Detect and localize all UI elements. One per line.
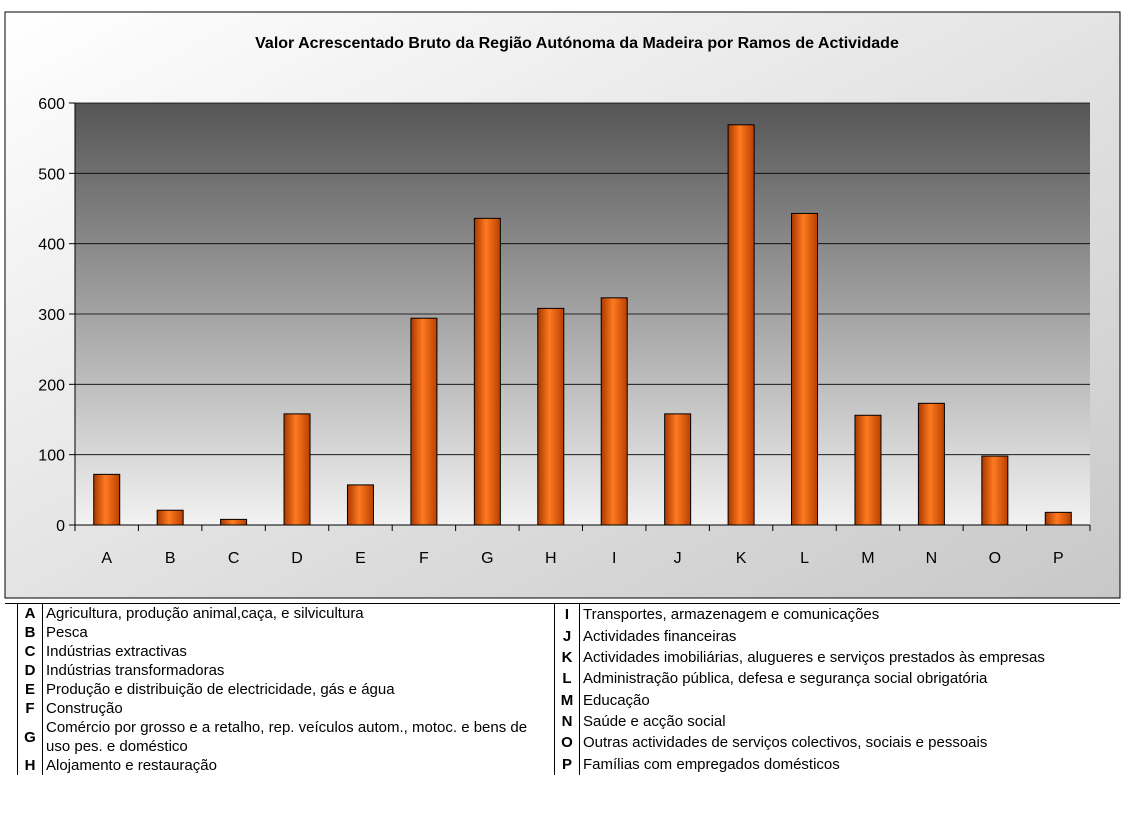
x-tick-label: L (800, 550, 809, 567)
legend-row: D Indústrias transformadoras (17, 661, 555, 680)
legend-row: B Pesca (17, 623, 555, 642)
x-tick-label: M (861, 550, 874, 567)
bar (93, 473, 121, 526)
x-tick-label: J (674, 550, 682, 567)
legend-right: I Transportes, armazenagem e comunicações… (555, 604, 1120, 775)
legend-row: C Indústrias extractivas (17, 642, 555, 661)
legend-text: Educação (583, 691, 650, 709)
bar (664, 413, 692, 526)
bar (537, 307, 565, 526)
legend-code: F (17, 699, 43, 718)
legend-table: A Agricultura, produção animal,caça, e si… (5, 603, 1120, 775)
legend-text: Pesca (46, 624, 88, 641)
legend-row: M Educação (555, 689, 1120, 711)
legend-code: O (555, 732, 580, 754)
x-tick-label: H (545, 550, 557, 567)
x-tick-label: B (165, 550, 176, 567)
bar (981, 455, 1009, 526)
legend-code: G (17, 718, 43, 756)
legend-code: M (555, 689, 580, 711)
legend-code: H (17, 756, 43, 775)
legend-text: Outras actividades de serviços colectivo… (583, 734, 988, 752)
legend-code: B (17, 623, 43, 642)
legend-code: D (17, 661, 43, 680)
x-tick-label: K (736, 550, 747, 567)
legend-code: C (17, 642, 43, 661)
legend-text: Actividades imobiliárias, alugueres e se… (583, 648, 1045, 666)
legend-row: L Administração pública, defesa e seguran… (555, 668, 1120, 690)
legend-row: H Alojamento e restauração (17, 756, 555, 775)
bar (156, 509, 184, 526)
legend-code: P (555, 753, 580, 775)
legend-text: Administração pública, defesa e seguranç… (583, 670, 988, 688)
bar (600, 297, 628, 526)
x-tick-label: O (989, 550, 1001, 567)
x-tick-label: C (228, 550, 240, 567)
bar (791, 212, 819, 526)
x-tick-label: D (291, 550, 303, 567)
legend-text: Produção e distribuição de electricidade… (46, 681, 395, 698)
legend-text: Transportes, armazenagem e comunicações (583, 606, 880, 624)
legend-text: Famílias com empregados domésticos (583, 755, 840, 773)
bar (727, 124, 755, 526)
y-tick-label: 600 (38, 96, 65, 113)
legend-row: K Actividades imobiliárias, alugueres e s… (555, 646, 1120, 669)
legend-left: A Agricultura, produção animal,caça, e si… (17, 604, 555, 775)
bar (473, 217, 501, 526)
legend-text: Construção (46, 700, 123, 717)
legend-row: I Transportes, armazenagem e comunicações (555, 604, 1120, 626)
legend-code: K (555, 646, 580, 669)
legend-code: J (555, 625, 580, 647)
y-tick-label: 200 (38, 377, 65, 394)
legend-text: Agricultura, produção animal,caça, e sil… (46, 605, 364, 622)
x-tick-label: F (419, 550, 429, 567)
legend-code: A (17, 604, 43, 623)
legend-row: O Outras actividades de serviços colectiv… (555, 732, 1120, 754)
bar (917, 402, 945, 526)
chart: Valor Acrescentado Bruto da Região Autón… (4, 11, 1121, 599)
chart-title: Valor Acrescentado Bruto da Região Autón… (255, 35, 899, 52)
legend-code: I (555, 604, 580, 626)
bar (854, 414, 882, 526)
bar (410, 317, 438, 526)
legend-row: F Construção (17, 699, 555, 718)
legend-text: Indústrias transformadoras (46, 662, 225, 679)
y-tick-label: 400 (38, 237, 65, 254)
y-tick-label: 0 (56, 518, 65, 535)
bar (283, 413, 311, 526)
legend-code: E (17, 680, 43, 699)
legend-row: P Famílias com empregados domésticos (555, 753, 1120, 775)
legend-row: E Produção e distribuição de electricidad… (17, 680, 555, 699)
legend-text: Alojamento e restauração (46, 757, 217, 774)
legend-text: Saúde e acção social (583, 713, 726, 731)
bar (1044, 511, 1072, 526)
y-tick-label: 300 (38, 307, 65, 324)
legend-text: Comércio por grosso e a retalho, rep. ve… (46, 719, 528, 755)
y-tick-label: 100 (38, 448, 65, 465)
x-tick-label: I (612, 550, 616, 567)
x-tick-label: A (101, 550, 112, 567)
legend-row: N Saúde e acção social (555, 710, 1120, 733)
legend-text: Actividades financeiras (583, 627, 737, 645)
legend-text: Indústrias extractivas (46, 643, 187, 660)
legend-row: A Agricultura, produção animal,caça, e si… (17, 604, 555, 623)
x-tick-label: E (355, 550, 366, 567)
bar (220, 518, 248, 526)
legend-row: G Comércio por grosso e a retalho, rep. v… (17, 718, 555, 756)
x-tick-label: N (926, 550, 938, 567)
x-tick-label: G (481, 550, 493, 567)
x-tick-label: P (1053, 550, 1064, 567)
bar (346, 484, 374, 526)
legend-code: N (555, 710, 580, 733)
legend-code: L (555, 668, 580, 690)
y-tick-label: 500 (38, 166, 65, 183)
legend-row: J Actividades financeiras (555, 625, 1120, 647)
